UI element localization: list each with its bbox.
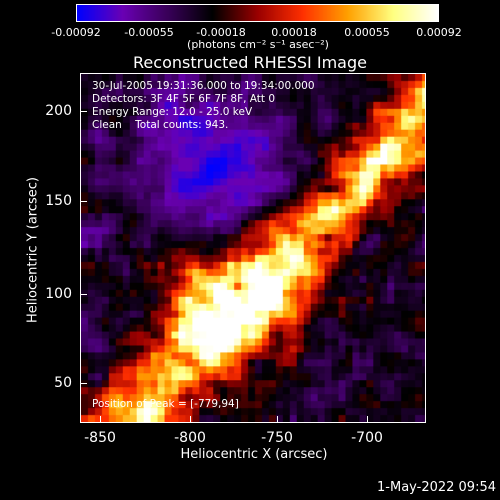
y-tick-label: 200 [45,103,72,119]
colorbar-tick-label: 0.00055 [344,26,390,39]
y-tick-label: 150 [45,193,72,209]
y-tick-label: 100 [45,286,72,302]
peak-position: Position of Peak = [-779,94] [92,398,239,410]
info-energy: Energy Range: 12.0 - 25.0 keV [92,106,253,118]
info-clean: Clean Total counts: 943. [92,119,229,131]
x-tick-mark [190,416,191,423]
colorbar-tick-label: 0.00092 [416,26,462,39]
x-tick-mark [100,416,101,423]
rhessi-heatmap [81,74,425,422]
y-tick-label: 50 [54,375,72,391]
x-tick-mark [277,416,278,423]
y-tick-mark [80,383,87,384]
colorbar-tick-label: -0.00055 [124,26,174,39]
y-tick-mark [80,294,87,295]
plot-title: Reconstructed RHESSI Image [133,53,367,72]
info-detectors: Detectors: 3F 4F 5F 6F 7F 8F, Att 0 [92,93,276,105]
y-tick-mark [80,201,87,202]
x-tick-label: -750 [261,430,293,446]
x-tick-mark [367,416,368,423]
y-axis-label: Heliocentric Y (arcsec) [25,177,41,323]
x-tick-label: -850 [84,430,116,446]
colorbar [76,4,439,22]
x-axis-label: Heliocentric X (arcsec) [180,447,328,462]
colorbar-units: (photons cm⁻² s⁻¹ asec⁻²) [187,38,329,51]
x-tick-label: -700 [351,430,383,446]
plot-area [80,73,426,423]
colorbar-tick-label: -0.00092 [51,26,101,39]
timestamp: 1-May-2022 09:54 [377,480,496,495]
info-time: 30-Jul-2005 19:31:36.000 to 19:34:00.000 [92,80,315,92]
y-tick-mark [80,111,87,112]
x-tick-label: -800 [174,430,206,446]
colorbar-tick-label: -0.00018 [196,26,246,39]
colorbar-tick-label: 0.00018 [271,26,317,39]
